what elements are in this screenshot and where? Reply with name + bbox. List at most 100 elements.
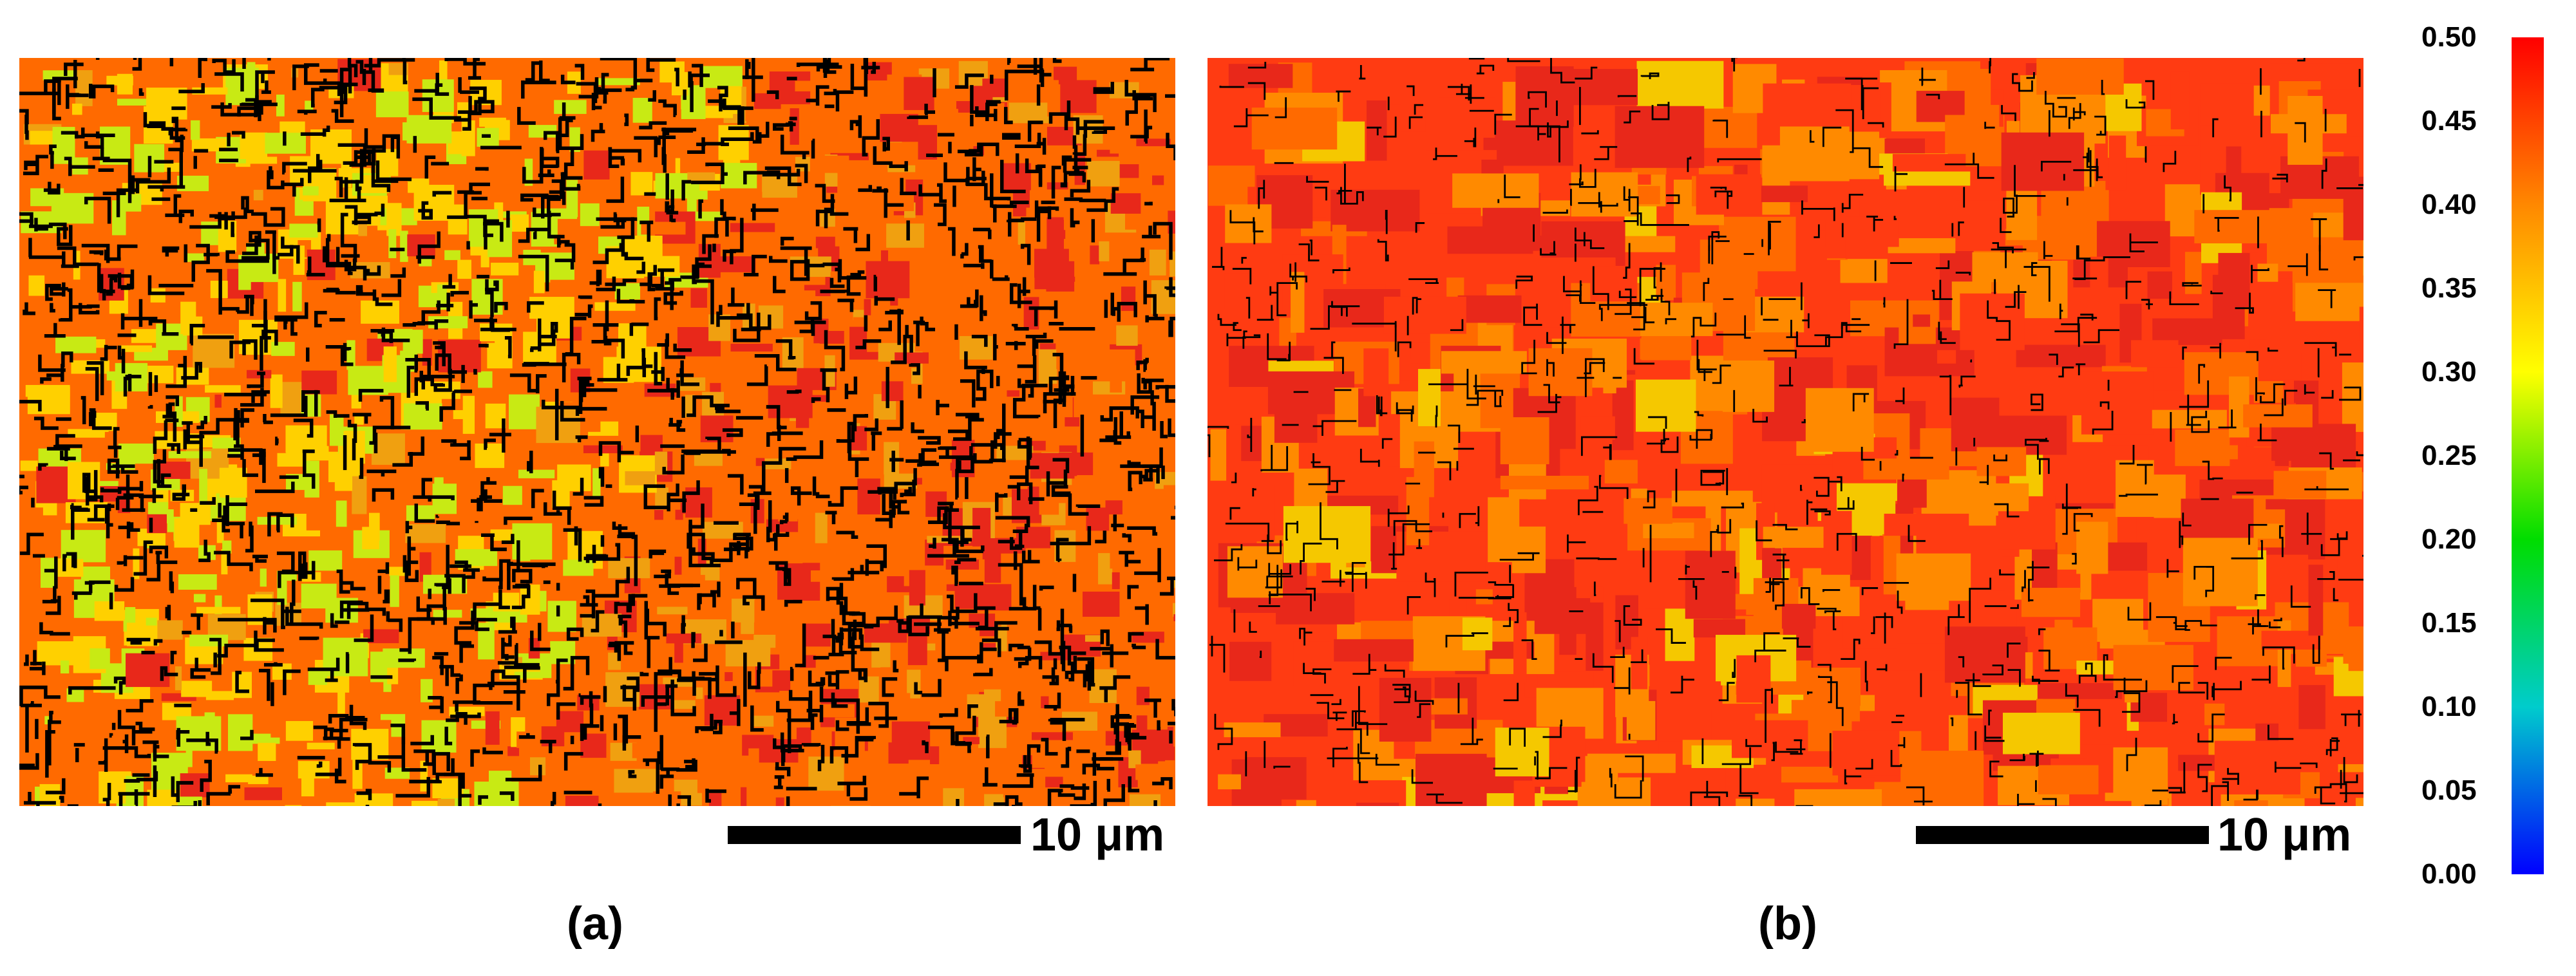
grain [1548,69,1638,106]
grain-boundary [2169,291,2199,306]
grain-boundary [147,275,185,296]
grain-boundary [2218,409,2237,429]
grain-boundary [302,449,316,489]
grain-boundary [2039,438,2049,442]
grain [2343,176,2363,241]
grain-boundary [1598,474,1629,500]
grain-boundary [2074,256,2131,280]
grain-boundary [692,264,712,285]
grain-boundary [898,615,910,633]
grain-boundary [780,135,810,160]
grain [301,778,314,796]
grain-boundary [626,594,648,613]
grain [632,743,661,758]
grain-boundary [934,203,947,227]
grain-boundary [578,379,586,414]
grain [250,164,283,190]
grain [2298,685,2325,729]
grain [881,381,904,402]
grain [1077,401,1090,409]
grain-boundary [1169,277,1175,297]
grain-boundary [1303,662,1321,675]
grain [904,77,934,110]
grain-boundary [421,375,455,389]
grain-boundary [278,561,316,588]
grain-boundary [100,487,122,493]
grain-boundary [621,217,635,257]
grain-boundary [542,182,564,200]
grain-boundary [1631,649,1647,664]
grain-boundary [1106,778,1111,792]
grain-boundary [212,59,236,74]
grain-boundary [417,319,449,330]
grain-boundary [1016,482,1033,505]
grain-boundary [2061,503,2079,509]
grain-boundary [2136,464,2153,485]
grain [746,787,776,806]
grain [244,787,282,800]
grain-boundary [444,58,486,66]
grain-boundary [162,403,175,418]
grain-boundary [727,474,744,495]
grain [957,649,977,659]
grain-boundary [374,203,385,217]
grain [663,508,676,537]
grain [888,742,909,764]
grain-boundary [214,72,244,92]
grain-boundary [600,58,638,84]
grain-boundary [766,405,787,429]
grain-boundary [2085,662,2093,675]
grain [932,719,974,726]
grain-boundary [2012,73,2033,92]
grain-boundary [744,536,750,552]
grain-boundary [739,502,757,534]
grain-boundary [2252,617,2269,635]
grain-boundary [444,726,453,746]
grain-boundary [166,364,187,388]
colorbar-tick-label: 0.50 [2421,21,2477,53]
grain-boundary [435,344,444,350]
grain [1685,550,1736,619]
grain-boundary [2197,713,2225,743]
grain-boundary [1018,755,1032,773]
grain-boundary [1213,544,1243,561]
grain-boundary [1331,699,1341,706]
grain-boundary [963,263,985,269]
grain-boundary [1542,209,1568,214]
grain [1136,138,1171,147]
grain-boundary [1776,559,1790,561]
grain-boundary [450,560,472,570]
grain-boundary [242,339,258,360]
grain-boundary [842,605,864,626]
grain-boundary [2255,377,2265,401]
grain-boundary [525,61,542,82]
grain-boundary [50,303,55,313]
grain [1581,782,1638,806]
grain-boundary [713,720,723,735]
grain-boundary [1700,469,1725,486]
grain-boundary [1535,767,1567,780]
grain-boundary [39,622,70,636]
grain [933,671,956,680]
grain-boundary [1028,306,1057,310]
grain-boundary [657,135,676,145]
grain-boundary [106,244,138,261]
grain [1161,547,1175,579]
grain [2337,554,2363,597]
grain-boundary [345,205,369,225]
grain-boundary [951,565,958,587]
grain-boundary [591,610,605,633]
grain-boundary [1579,280,1596,305]
grain-boundary [59,288,73,322]
grain-boundary [669,214,676,223]
grain-boundary [1036,138,1046,155]
grain-boundary [1944,163,1994,179]
grain-boundary [228,448,263,465]
grain-boundary [38,354,66,372]
grain-boundary [317,218,321,232]
grain-boundary [1540,241,1557,256]
grain-boundary [1711,231,1720,265]
grain-boundary [414,73,439,93]
grain-boundary [290,579,296,624]
grain [1208,165,1255,206]
